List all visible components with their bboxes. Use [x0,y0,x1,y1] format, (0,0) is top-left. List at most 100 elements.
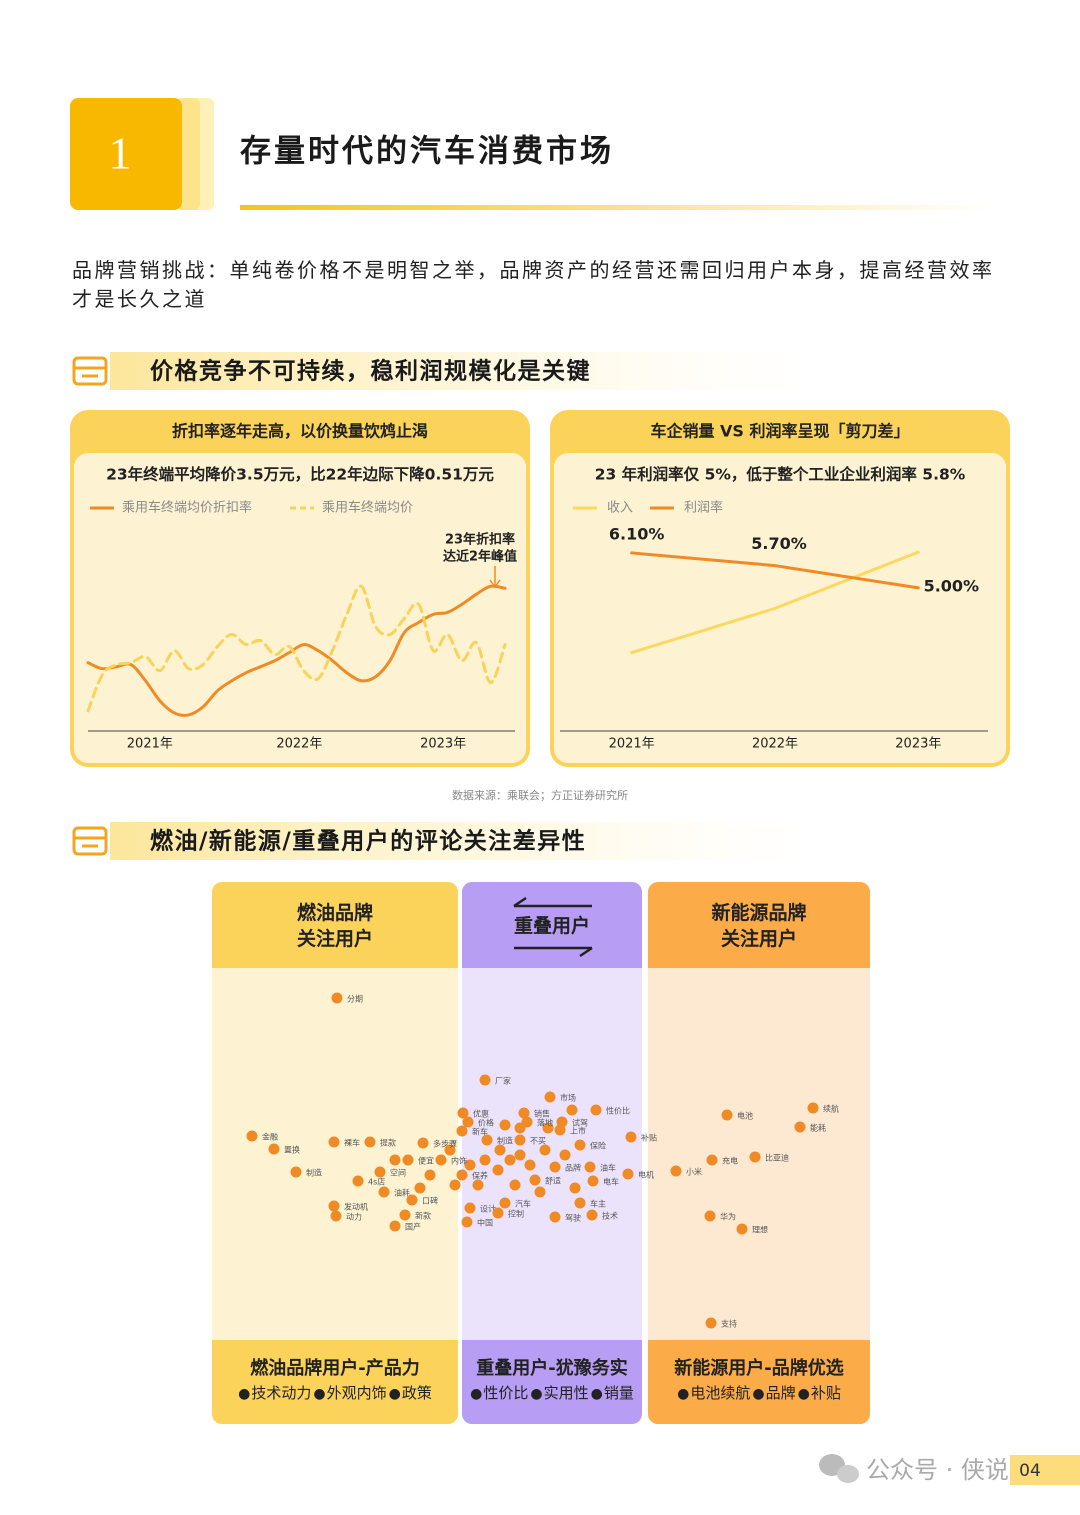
word-label: 不买 [530,1137,546,1146]
word-label: 多步骤 [433,1139,457,1149]
word-dot [514,1149,526,1161]
word-label: 舒适 [545,1176,561,1186]
legend-label: 收入 [607,501,633,516]
column-summary-title: 燃油品牌用户-产品力 [250,1358,420,1379]
word-label: 华为 [720,1212,736,1222]
word-dot [435,1154,447,1166]
word-label: 分期 [347,995,363,1004]
word-label: 能耗 [810,1123,826,1133]
word-dot [554,1124,566,1136]
word-dot [457,1107,469,1119]
word-dot [706,1154,718,1166]
legend-label: 利润率 [684,500,723,516]
section-title: 燃油/新能源/重叠用户的评论关注差异性 [150,828,586,855]
intro-text: 品牌营销挑战：单纯卷价格不是明智之举，品牌资产的经营还需回归用户本身，提高经营效… [72,258,995,311]
word-dot [569,1182,581,1194]
word-dot [574,1197,586,1209]
word-dot [509,1179,521,1191]
source-note: 数据来源：乘联会；方正证券研究所 [452,788,628,802]
series-line [86,584,507,713]
word-dot [518,1107,530,1119]
word-label: 新车 [472,1127,488,1137]
page-number: 04 [1019,1461,1041,1481]
annotation-arrow [489,566,501,589]
column-tag: 技术动力 [238,1384,311,1402]
word-dot [328,1200,340,1212]
word-dot [721,1109,733,1121]
column-summary-title: 重叠用户-犹豫务实 [476,1358,628,1379]
word-label: 驾驶 [565,1213,581,1223]
word-label: 试驾 [572,1118,588,1128]
word-dot [352,1175,364,1187]
column-body [212,968,458,1340]
word-dot [529,1174,541,1186]
word-label: 置换 [284,1145,300,1155]
word-dot [549,1211,561,1223]
word-dot [514,1134,526,1146]
word-dot [417,1137,429,1149]
column-tag: 销量 [591,1384,634,1402]
word-dot [444,1144,456,1156]
word-label: 动力 [346,1212,362,1222]
section-icon [72,356,108,386]
column-title: 新能源品牌 关注用户 [648,900,870,952]
word-dot [268,1143,280,1155]
word-label: 口碑 [422,1196,438,1206]
column-tag: 电池续航 [677,1384,750,1402]
word-label: 技术 [602,1211,618,1221]
word-dot [492,1207,504,1219]
word-dot [328,1136,340,1148]
word-dot [736,1223,748,1235]
chart-title: 车企销量 VS 利润率呈现「剪刀差」 [650,422,909,441]
column-tag: 外观内饰 [313,1384,386,1402]
word-dot [414,1182,426,1194]
x-tick-label: 2022年 [752,737,798,752]
word-dot [586,1209,598,1221]
footer-account: 公众号 · 侠说 [866,1456,1009,1484]
chart-card-body [74,453,526,763]
word-dot [389,1220,401,1232]
word-label: 制造 [497,1136,513,1146]
word-label: 续航 [823,1104,839,1114]
word-dot [492,1164,504,1176]
word-dot [494,1144,506,1156]
word-dot [584,1161,596,1173]
word-label: 厂家 [495,1076,511,1086]
word-dot [472,1179,484,1191]
column-tag: 补贴 [798,1384,841,1402]
section-title: 价格竞争不可持续，稳利润规模化是关键 [150,358,591,385]
word-label: 提款 [380,1138,396,1148]
word-label: 市场 [560,1093,576,1103]
chart-subtitle: 23 年利润率仅 5%，低于整个工业企业利润率 5.8% [595,465,966,484]
word-dot [399,1209,411,1221]
word-dot [574,1139,586,1151]
word-dot [246,1130,258,1142]
word-dot [456,1169,468,1181]
word-label: 设计 [480,1204,496,1214]
word-dot [549,1161,561,1173]
column-title-line: 燃油品牌 [296,902,373,924]
x-tick-label: 2022年 [276,737,322,752]
word-label: 保险 [590,1141,606,1151]
word-dot [481,1134,493,1146]
word-dot [499,1119,511,1131]
word-label: 中国 [477,1218,493,1228]
series-line [86,584,507,717]
word-label: 便宜 [418,1156,434,1166]
word-label: 油耗 [394,1188,410,1198]
data-label: 6.10% [609,524,665,543]
word-dot [705,1317,717,1329]
word-label: 保养 [472,1171,488,1181]
column-tag: 实用性 [530,1384,588,1402]
word-dot [559,1149,571,1161]
word-label: 油车 [600,1163,616,1173]
word-label: 充电 [722,1156,738,1166]
word-label: 电池 [737,1111,753,1121]
column-summary: 重叠用户-犹豫务实性价比实用性销量 [462,1356,642,1405]
column-summary: 燃油品牌用户-产品力技术动力外观内饰政策 [212,1356,458,1405]
word-label: 销售 [534,1109,550,1119]
word-label: 裸车 [344,1138,360,1148]
header-number-box [70,98,182,210]
